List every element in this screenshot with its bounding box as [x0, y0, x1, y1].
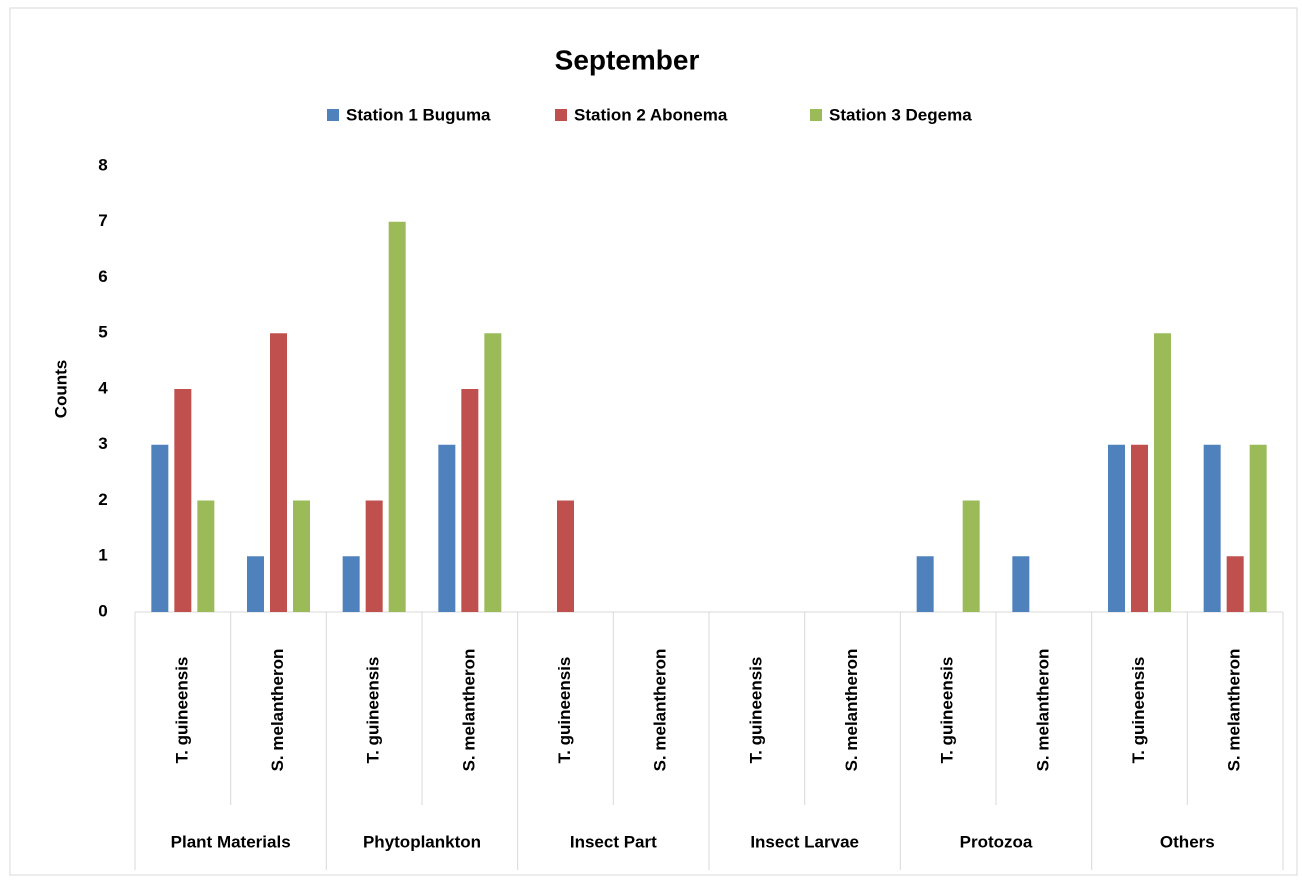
y-axis-title: Counts: [51, 360, 70, 419]
group-label: Phytoplankton: [363, 832, 481, 851]
y-tick-label: 0: [98, 601, 107, 620]
bar: [461, 389, 479, 612]
legend-label: Station 3 Degema: [829, 105, 972, 124]
x-tick-label: S. melantheron: [842, 649, 861, 772]
group-label: Others: [1160, 832, 1215, 851]
legend-swatch: [327, 109, 339, 121]
bar: [1012, 556, 1030, 612]
y-tick-label: 1: [98, 546, 107, 565]
x-tick-label: T. guineensis: [172, 657, 191, 764]
x-tick-label: S. melantheron: [1033, 649, 1052, 772]
group-label: Plant Materials: [171, 832, 291, 851]
legend-label: Station 2 Abonema: [574, 105, 728, 124]
x-tick-label: S. melantheron: [459, 649, 478, 772]
group-label: Insect Larvae: [750, 832, 859, 851]
x-tick-label: T. guineensis: [364, 657, 383, 764]
bar: [270, 333, 287, 612]
legend-swatch: [810, 109, 822, 121]
y-tick-label: 7: [98, 211, 107, 230]
y-tick-label: 3: [98, 434, 107, 453]
bar: [151, 444, 169, 612]
group-label: Protozoa: [960, 832, 1033, 851]
y-tick-label: 2: [98, 490, 107, 509]
bar: [388, 221, 406, 612]
bar: [1226, 556, 1244, 612]
bar: [1108, 444, 1125, 612]
y-tick-label: 4: [98, 378, 108, 397]
x-tick-label: T. guineensis: [1129, 657, 1148, 764]
x-tick-label: T. guineensis: [555, 657, 574, 764]
bar: [557, 500, 574, 612]
legend-label: Station 1 Buguma: [346, 105, 491, 124]
bar: [1203, 444, 1221, 612]
x-tick-label: S. melantheron: [1225, 649, 1244, 772]
bar: [197, 500, 215, 612]
x-tick-label: T. guineensis: [746, 657, 765, 764]
x-tick-label: S. melantheron: [651, 649, 670, 772]
bar: [293, 500, 310, 612]
bar: [438, 444, 456, 612]
bar: [1131, 444, 1148, 612]
bar: [1249, 444, 1267, 612]
bar: [365, 500, 383, 612]
bar: [1154, 333, 1171, 612]
bar: [916, 556, 934, 612]
y-tick-label: 5: [98, 323, 107, 342]
bar: [484, 333, 502, 612]
x-tick-label: T. guineensis: [938, 657, 957, 764]
group-label: Insect Part: [570, 832, 657, 851]
bar: [342, 556, 360, 612]
chart-title: September: [555, 44, 700, 75]
y-tick-label: 8: [98, 155, 107, 174]
legend-swatch: [555, 109, 567, 121]
bar: [174, 389, 192, 612]
bar: [247, 556, 264, 612]
y-tick-label: 6: [98, 267, 107, 286]
bar: [962, 500, 980, 612]
chart-border: [9, 7, 1298, 876]
x-tick-label: S. melantheron: [268, 649, 287, 772]
